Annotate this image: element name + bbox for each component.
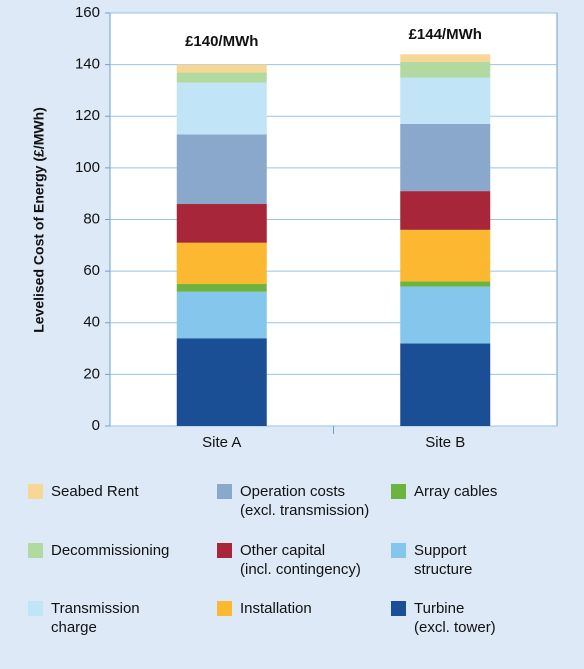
legend-label: Other capital (incl. contingency) <box>240 542 361 578</box>
bar-segment <box>176 338 267 426</box>
y-tick-label: 80 <box>83 210 100 227</box>
legend-swatch <box>217 601 232 616</box>
bar-segment <box>176 284 267 292</box>
bar-segment <box>176 64 267 73</box>
bar-segment <box>176 204 267 243</box>
legend-item: Operation costs (excl. transmission) <box>217 482 369 520</box>
y-tick-label: 60 <box>83 262 100 279</box>
legend-label: Operation costs (excl. transmission) <box>240 483 370 519</box>
legend-label: Turbine (excl. tower) <box>414 600 496 636</box>
total-annotation: £144/MWh <box>409 26 482 43</box>
bar-segment <box>176 242 267 285</box>
legend-item: Installation <box>217 599 312 618</box>
legend-swatch <box>217 543 232 558</box>
bar-segment <box>176 72 267 83</box>
legend-swatch <box>391 601 406 616</box>
legend-item: Decommissioning <box>28 541 169 560</box>
bar-segment <box>400 62 491 78</box>
legend-swatch <box>391 543 406 558</box>
bar-segment <box>400 77 491 124</box>
legend-item: Seabed Rent <box>28 482 139 501</box>
legend-swatch <box>28 601 43 616</box>
legend-swatch <box>391 484 406 499</box>
y-tick-label: 120 <box>75 107 100 124</box>
bar-segment <box>400 54 491 63</box>
legend-label: Transmission charge <box>51 600 140 636</box>
bar-segment <box>400 286 491 344</box>
y-tick-label: 160 <box>75 4 100 21</box>
bar-segment <box>176 82 267 135</box>
bar-segment <box>400 191 491 230</box>
bar-segment <box>176 134 267 205</box>
legend-label: Array cables <box>414 483 498 500</box>
legend-item: Array cables <box>391 482 497 501</box>
legend-item: Other capital (incl. contingency) <box>217 541 361 579</box>
legend-swatch <box>28 484 43 499</box>
legend-item: Support structure <box>391 541 472 579</box>
legend-item: Turbine (excl. tower) <box>391 599 496 637</box>
legend-label: Installation <box>240 600 312 617</box>
legend-swatch <box>217 484 232 499</box>
total-annotation: £140/MWh <box>185 33 258 50</box>
y-tick-label: 100 <box>75 159 100 176</box>
bar-segment <box>176 291 267 339</box>
x-tick-label: Site A <box>202 434 241 451</box>
bar-segment <box>400 343 491 426</box>
legend-label: Decommissioning <box>51 542 170 559</box>
y-tick-label: 0 <box>92 417 100 434</box>
bar-segment <box>400 123 491 192</box>
x-tick-label: Site B <box>425 434 465 451</box>
y-axis-label: Levelised Cost of Energy (£/MWh) <box>31 107 47 333</box>
y-tick-label: 140 <box>75 56 100 73</box>
legend-item: Transmission charge <box>28 599 140 637</box>
legend-label: Support structure <box>414 542 473 578</box>
bar-segment <box>400 229 491 282</box>
y-tick-label: 20 <box>83 365 100 382</box>
legend-label: Seabed Rent <box>51 483 139 500</box>
legend-swatch <box>28 543 43 558</box>
y-tick-label: 40 <box>83 314 100 331</box>
bar-segment <box>400 281 491 287</box>
